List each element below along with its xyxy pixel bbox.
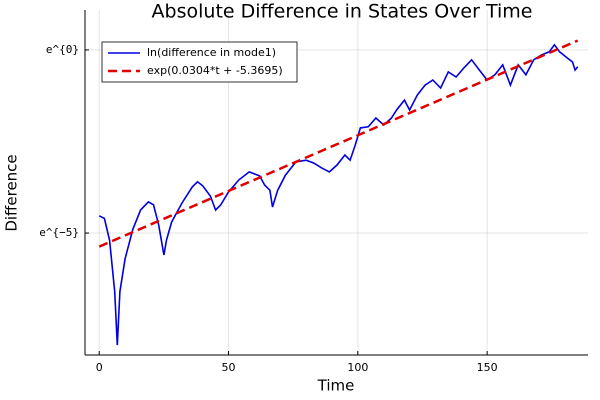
y-axis-label: Difference <box>3 154 21 231</box>
chart-title: Absolute Difference in States Over Time <box>152 1 533 23</box>
legend-label: exp(0.0304*t + -5.3695) <box>147 64 283 77</box>
x-tick-label: 100 <box>347 361 368 374</box>
y-tick-label: e^{−5} <box>39 226 79 239</box>
x-tick-label: 50 <box>222 361 236 374</box>
x-tick-label: 0 <box>96 361 103 374</box>
legend-label: ln(difference in mode1) <box>147 46 276 59</box>
x-tick-label: 150 <box>477 361 498 374</box>
legend-box <box>101 41 298 83</box>
y-tick-label: e^{0} <box>46 43 79 56</box>
x-axis-label: Time <box>317 377 355 395</box>
legend: ln(difference in mode1) exp(0.0304*t + -5… <box>101 41 298 83</box>
series-line <box>98 39 579 248</box>
series-line <box>98 43 579 346</box>
